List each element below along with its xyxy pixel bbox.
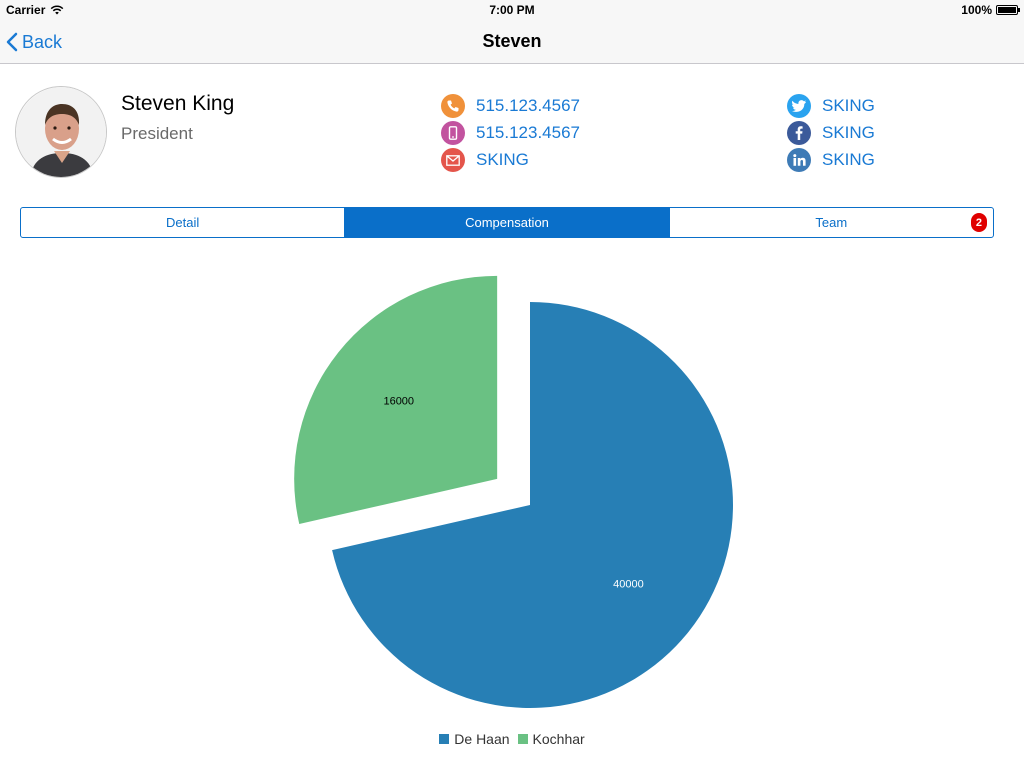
contact-facebook[interactable]: SKING: [787, 120, 875, 146]
linkedin-icon: [787, 148, 811, 172]
status-right: 100%: [961, 3, 1020, 17]
legend-label: De Haan: [454, 731, 510, 747]
email-address: SKING: [476, 150, 529, 169]
pie-data-label: 16000: [383, 395, 414, 407]
legend-item[interactable]: De Haan: [439, 731, 510, 747]
back-label: Back: [22, 31, 63, 52]
person-title: President: [121, 124, 193, 143]
navigation-bar: Back Steven: [0, 20, 1024, 64]
chart-legend: De Haan Kochhar: [0, 731, 1024, 747]
status-left: Carrier: [6, 3, 64, 17]
contact-email[interactable]: SKING: [441, 147, 529, 173]
facebook-handle: SKING: [822, 123, 875, 142]
wifi-icon: [51, 5, 64, 15]
phone-number: 515.123.4567: [476, 96, 580, 115]
contact-phone[interactable]: 515.123.4567: [441, 93, 580, 119]
battery-icon: [996, 5, 1020, 15]
pie-slice-de-haan[interactable]: [332, 302, 733, 708]
person-name: Steven King: [121, 92, 235, 115]
legend-swatch: [517, 734, 528, 744]
mobile-number: 515.123.4567: [476, 123, 580, 142]
linkedin-handle: SKING: [822, 150, 875, 169]
phone-icon: [441, 94, 465, 118]
carrier-label: Carrier: [6, 3, 46, 17]
legend-label: Kochhar: [532, 731, 585, 747]
person-photo-icon: [16, 87, 106, 177]
pie-slice-kochhar[interactable]: [294, 275, 498, 524]
contact-linkedin[interactable]: SKING: [787, 147, 875, 173]
chevron-left-icon: [6, 32, 18, 52]
legend-swatch: [439, 734, 450, 744]
compensation-pie-chart: 40000 16000: [294, 275, 733, 708]
pie-data-label: 40000: [613, 578, 644, 590]
tab-team[interactable]: Team 2: [668, 208, 993, 237]
mobile-phone-icon: [441, 121, 465, 145]
tab-compensation[interactable]: Compensation: [344, 208, 669, 237]
contact-mobile[interactable]: 515.123.4567: [441, 120, 580, 146]
status-time: 7:00 PM: [489, 3, 535, 17]
tab-bar: Detail Compensation Team 2: [20, 207, 994, 238]
facebook-icon: [787, 121, 811, 145]
page-title: Steven: [482, 31, 542, 51]
tab-compensation-label: Compensation: [465, 215, 549, 230]
twitter-icon: [787, 94, 811, 118]
status-bar: Carrier 7:00 PM 100%: [0, 0, 1024, 20]
back-button[interactable]: Back: [6, 28, 62, 56]
battery-percent: 100%: [961, 3, 992, 17]
tab-detail-label: Detail: [166, 215, 200, 230]
contact-twitter[interactable]: SKING: [787, 93, 875, 119]
tab-detail[interactable]: Detail: [21, 208, 344, 237]
email-icon: [441, 148, 465, 172]
avatar: [15, 86, 107, 178]
legend-item[interactable]: Kochhar: [517, 731, 585, 747]
tab-team-label: Team: [815, 215, 848, 230]
team-count-badge: 2: [970, 213, 987, 232]
twitter-handle: SKING: [822, 96, 875, 115]
